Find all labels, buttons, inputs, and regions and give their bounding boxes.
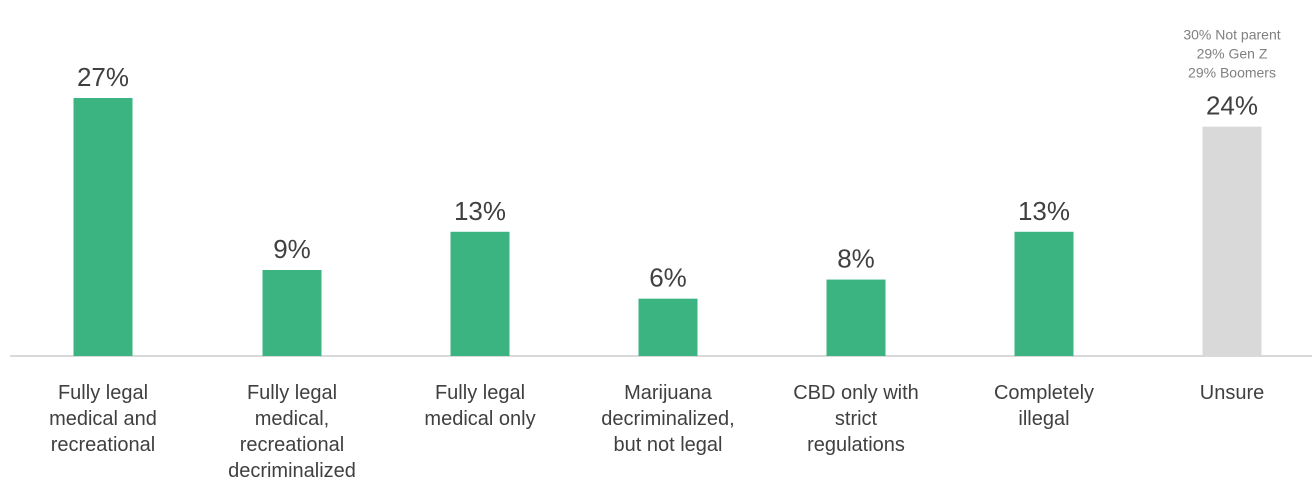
bar-2 <box>262 270 322 356</box>
value-label-3: 13% <box>454 196 506 226</box>
category-label-3: Fully legal medical only <box>424 382 535 430</box>
category-label-4: Marijuana decriminalized, but not legal <box>601 382 734 456</box>
value-label-4: 6% <box>649 263 687 293</box>
bars-group <box>73 98 1262 357</box>
value-label-6: 13% <box>1018 196 1070 226</box>
value-label-5: 8% <box>837 244 875 274</box>
annotations-group: 30% Not parent 29% Gen Z 29% Boomers <box>1183 27 1280 81</box>
value-label-1: 27% <box>77 62 129 92</box>
bar-5 <box>826 279 886 356</box>
category-label-5: CBD only with strict regulations <box>793 382 919 456</box>
annotation-note-1: 30% Not parent 29% Gen Z 29% Boomers <box>1183 27 1280 81</box>
category-label-6: Completely illegal <box>994 382 1094 430</box>
bar-4 <box>638 298 698 356</box>
category-label-2: Fully legal medical, recreational decrimina… <box>228 382 356 482</box>
category-label-7: Unsure <box>1200 382 1264 404</box>
bar-6 <box>1014 231 1074 356</box>
bar-3 <box>450 231 510 356</box>
value-label-7: 24% <box>1206 91 1258 121</box>
value-label-2: 9% <box>273 234 311 264</box>
bar-7 <box>1202 126 1262 357</box>
category-labels-group: Fully legal medical and recreational Fully … <box>49 382 1264 482</box>
category-label-1: Fully legal medical and recreational <box>49 382 157 456</box>
value-labels-group: 27% 9% 13% 6% 8% 13% 24% <box>77 62 1258 293</box>
bar-1 <box>73 98 133 356</box>
